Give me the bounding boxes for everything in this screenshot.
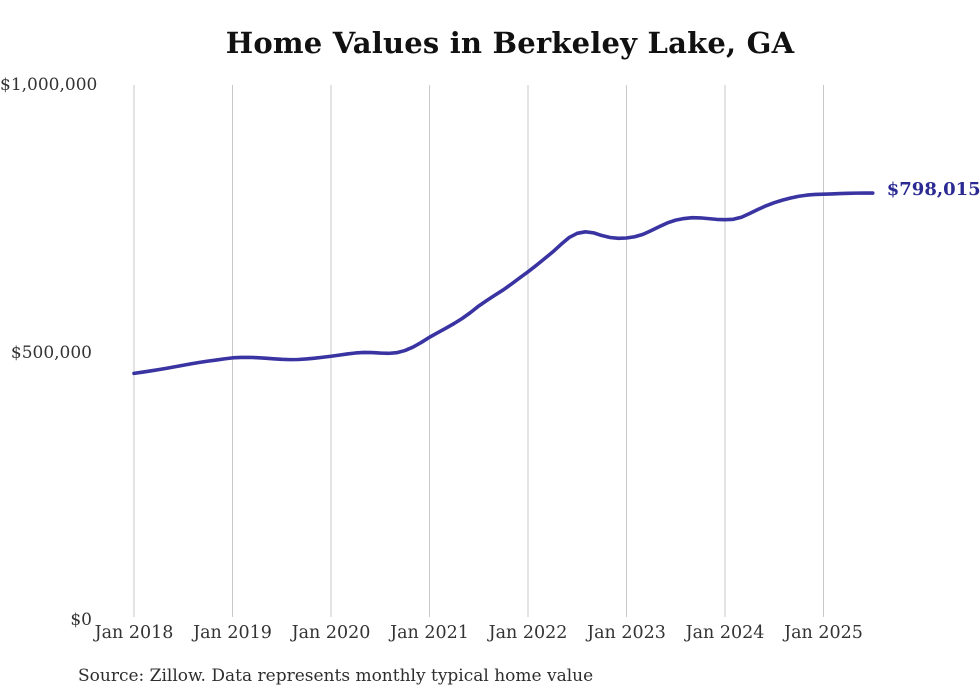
home-value-line xyxy=(132,191,875,376)
y-axis-tick-label: $0 xyxy=(70,610,92,630)
x-axis-tick-label: Jan 2019 xyxy=(193,623,272,643)
x-axis-tick-label: Jan 2018 xyxy=(94,623,174,643)
x-axis-tick-label: Jan 2025 xyxy=(784,623,863,643)
chart-title: Home Values in Berkeley Lake, GA xyxy=(225,26,795,60)
x-axis-tick-label: Jan 2020 xyxy=(291,623,371,643)
x-axis-tick-label: Jan 2022 xyxy=(488,623,568,643)
x-axis-tick-label: Jan 2021 xyxy=(390,623,469,643)
current-value-label: $798,015 xyxy=(886,179,980,201)
y-axis-tick-label: $500,000 xyxy=(10,342,92,363)
x-axis-tick-label: Jan 2023 xyxy=(587,623,666,643)
source-note: Source: Zillow. Data represents monthly … xyxy=(78,666,594,686)
y-axis-tick-label: $1,000,000 xyxy=(0,75,98,95)
x-axis-tick-label: Jan 2024 xyxy=(685,623,765,643)
